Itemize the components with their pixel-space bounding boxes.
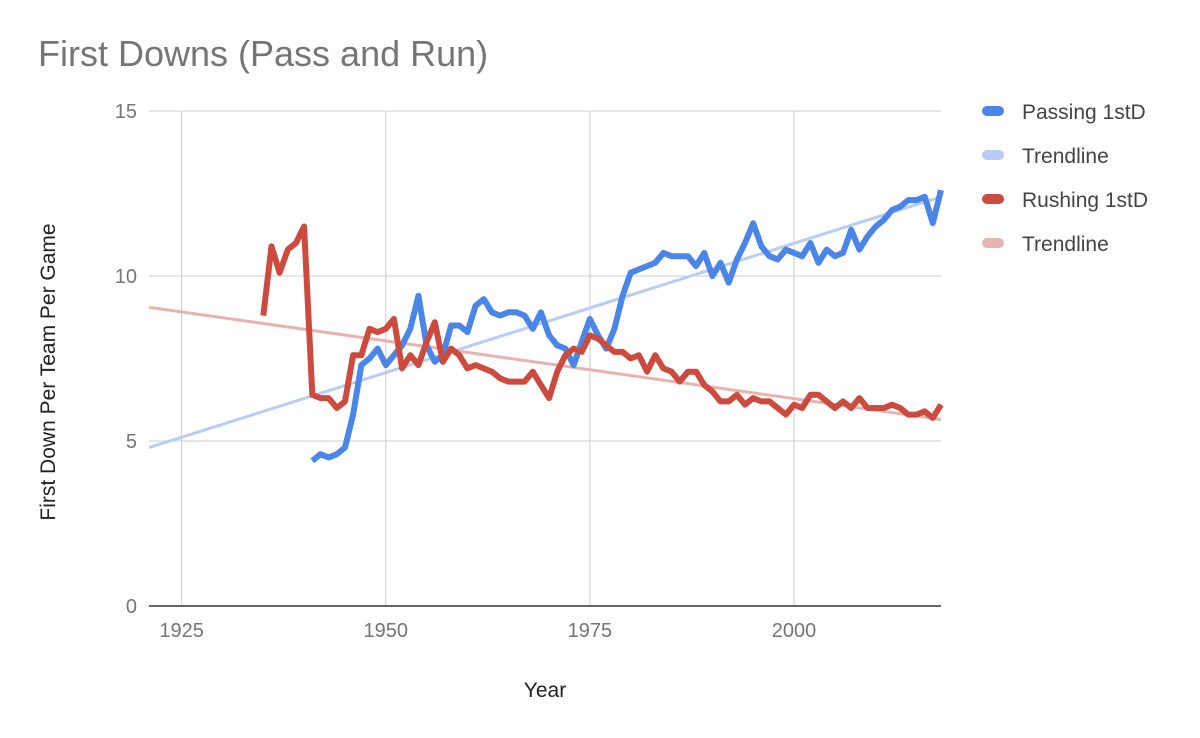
y-tick-label: 5	[126, 431, 137, 453]
legend-swatch	[982, 106, 1004, 116]
y-tick-label: 10	[115, 266, 137, 288]
grid	[149, 110, 941, 606]
legend-swatch	[982, 150, 1004, 160]
legend-label: Passing 1stD	[1022, 101, 1146, 124]
legend-label: Trendline	[1022, 145, 1109, 168]
series-line-rushing-1std	[260, 223, 944, 421]
legend: Passing 1stD Trendline Rushing 1stD Trendli…	[982, 101, 1148, 256]
chart-title: First Downs (Pass and Run)	[38, 33, 488, 74]
legend-swatch	[982, 194, 1004, 204]
x-tick-label: 1975	[568, 620, 613, 642]
x-tick-label: 2000	[772, 620, 817, 642]
axis-ticks: 0 5 10 15 1925 1950 1975 2000	[115, 101, 817, 642]
legend-label: Trendline	[1022, 233, 1109, 256]
series-group	[148, 189, 944, 464]
x-tick-label: 1950	[364, 620, 409, 642]
y-axis-title: First Down Per Team Per Game	[37, 223, 60, 520]
x-axis-title: Year	[524, 679, 566, 702]
legend-swatch	[982, 238, 1004, 248]
series-line-passing-1std	[310, 189, 944, 464]
x-tick-label: 1925	[159, 620, 204, 642]
y-tick-label: 15	[115, 101, 137, 123]
legend-label: Rushing 1stD	[1022, 189, 1148, 212]
y-tick-label: 0	[126, 596, 137, 618]
